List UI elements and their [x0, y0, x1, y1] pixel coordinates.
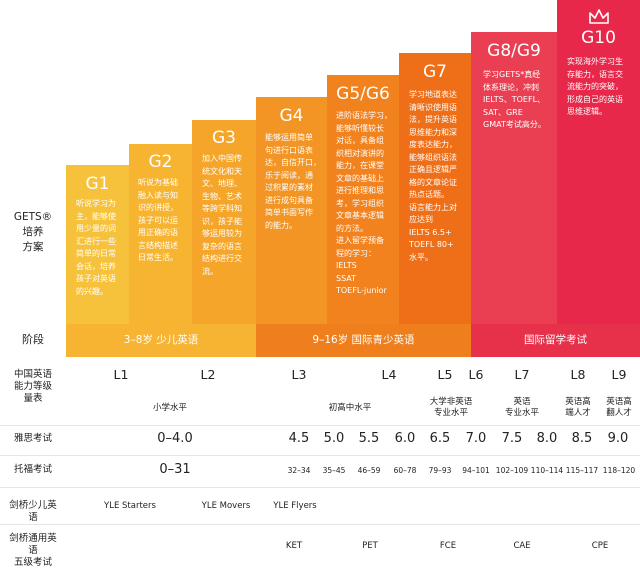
step-g5-g6: G5/G6 进阶语法学习， 能够听懂较长 对话，具备组 织相对演讲的 能力，在课… [327, 75, 399, 324]
level-l2: L2 [200, 367, 216, 382]
level-l3: L3 [291, 367, 307, 382]
step-g7: G7 学习地道表达 清晰识使用语 法，提升英语 思维能力和深 度表达能力， 能够… [399, 53, 471, 324]
grade-desc-g4: 能够运用简单 句进行口语表 达，自信开口， 乐于阅读，通 过积累的素材 进行成句… [265, 133, 321, 230]
level-desc-college: 大学非英语 专业水平 [429, 397, 473, 418]
grade-desc-g7: 学习地道表达 清晰识使用语 法，提升英语 思维能力和深 度表达能力， 能够组织语… [409, 90, 457, 262]
level-l7: L7 [514, 367, 530, 382]
stage-band-kids: 3–8岁 少儿英语 [66, 324, 256, 357]
step-g8-g9: G8/G9 学习GETS*真经 体系理论，冲刺 IELTS、TOEFL、 SAT… [471, 32, 557, 324]
grade-desc-g3: 加入中国传 统文化和天 文、地理、 生物、艺术 等跨学科知 识，孩子能 够运用较… [202, 154, 242, 276]
step-g4: G4 能够运用简单 句进行口语表 达，自信开口， 乐于阅读，通 过积累的素材 进… [256, 97, 327, 324]
level-desc-middle: 初高中水平 [328, 403, 372, 413]
ielts-score: 8.5 [571, 431, 593, 446]
toefl-score: 35–45 [322, 466, 346, 475]
step-g2: G2 听说为基础 融入读与知 识的讲授， 孩子可以运 用正确的语 言结构描述 日… [129, 144, 192, 324]
grade-desc-g8-g9: 学习GETS*真经 体系理论，冲刺 IELTS、TOEFL、 SAT、GRE G… [483, 70, 546, 129]
china-level-label: 中国英语 能力等级 量表 [13, 369, 52, 404]
level-l8: L8 [570, 367, 586, 382]
yle-exam: YLE Flyers [273, 501, 317, 511]
level-l6: L6 [468, 367, 484, 382]
main-suite-exam: KET [285, 541, 303, 551]
grade-label-g5-g6: G5/G6 [336, 84, 390, 104]
toefl-score: 32–34 [287, 466, 311, 475]
grade-desc-g2: 听说为基础 融入读与知 识的讲授， 孩子可以运 用正确的语 言结构描述 日常生活… [138, 178, 178, 262]
stage-band-teens: 9–16岁 国际青少英语 [256, 324, 471, 357]
ielts-score: 7.5 [501, 431, 523, 446]
gets-plan-label: GETS® 培养 方案 [13, 211, 53, 253]
yle-exam: YLE Starters [104, 501, 156, 511]
grade-label-g7: G7 [423, 62, 447, 82]
toefl-label: 托福考试 [13, 464, 52, 475]
main-suite-exam: PET [362, 541, 378, 551]
ielts-score: 9.0 [607, 431, 629, 446]
level-desc-translator: 英语高 翻人才 [606, 397, 632, 418]
step-g3: G3 加入中国传 统文化和天 文、地理、 生物、艺术 等跨学科知 识，孩子能 够… [192, 120, 256, 324]
grade-desc-g1: 听说学习为 主，能够使 用少量的词 汇进行一些 简单的日常 会话，培养 孩子对英… [76, 199, 116, 296]
ielts-score: 8.0 [536, 431, 558, 446]
divider [0, 524, 640, 525]
toefl-score: 79–93 [428, 466, 452, 475]
main-suite-exam: FCE [439, 541, 457, 551]
grade-desc-g10: 实现海外学习生 存能力，语言交 流能力的突破， 形成自己的英语 思维逻辑。 [567, 57, 623, 116]
level-l1: L1 [113, 367, 129, 382]
level-desc-primary: 小学水平 [152, 403, 187, 413]
main-suite-exam: CPE [591, 541, 609, 551]
ielts-label: 雅思考试 [13, 433, 52, 444]
grade-label-g2: G2 [148, 152, 173, 172]
stage-label: 阶段 [22, 333, 44, 346]
level-l5: L5 [437, 367, 453, 382]
ielts-score: 6.5 [429, 431, 451, 446]
ielts-score: 4.5 [288, 431, 310, 446]
level-l4: L4 [381, 367, 397, 382]
divider [0, 487, 640, 488]
toefl-score: 0–31 [159, 462, 191, 477]
toefl-score: 115–117 [565, 466, 599, 475]
yle-exam: YLE Movers [201, 501, 251, 511]
grade-label-g8-g9: G8/G9 [487, 41, 541, 61]
ielts-score: 5.5 [358, 431, 380, 446]
ielts-score: 6.0 [394, 431, 416, 446]
ielts-score: 5.0 [323, 431, 345, 446]
toefl-score: 102–109 [495, 466, 529, 475]
toefl-score: 118–120 [602, 466, 636, 475]
level-desc-elite: 英语高 端人才 [565, 397, 591, 418]
toefl-score: 60–78 [393, 466, 417, 475]
step-g1: G1 听说学习为 主，能够使 用少量的词 汇进行一些 简单的日常 会话，培养 孩… [66, 165, 129, 324]
grade-label-g4: G4 [279, 106, 304, 126]
grade-label-g1: G1 [85, 174, 110, 194]
grade-label-g10: G10 [581, 28, 616, 48]
toefl-score: 46–59 [357, 466, 381, 475]
stage-band-abroad: 国际留学考试 [471, 324, 640, 357]
yle-label: 剑桥少儿英语 [9, 500, 57, 523]
toefl-score: 94–101 [462, 466, 490, 475]
main-suite-label: 剑桥通用英语 五级考试 [9, 533, 57, 568]
crown-icon [589, 9, 609, 24]
ielts-score: 0–4.0 [157, 431, 193, 446]
divider [0, 455, 640, 456]
toefl-score: 110–114 [530, 466, 564, 475]
level-l9: L9 [611, 367, 627, 382]
divider [0, 425, 640, 426]
ielts-score: 7.0 [465, 431, 487, 446]
grade-desc-g5-g6: 进阶语法学习， 能够听懂较长 对话，具备组 织相对演讲的 能力，在课堂 文章的基… [336, 111, 392, 295]
grade-label-g3: G3 [212, 128, 236, 148]
main-suite-exam: CAE [513, 541, 531, 551]
step-g10: G10 实现海外学习生 存能力，语言交 流能力的突破， 形成自己的英语 思维逻辑… [557, 0, 640, 324]
level-desc-major: 英语 专业水平 [504, 397, 539, 418]
